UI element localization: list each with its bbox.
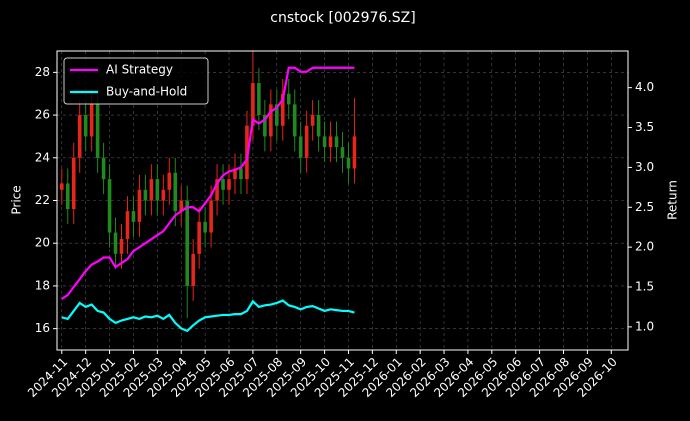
y2-axis-label: Return [666,180,680,220]
y2-tick-label: 3.0 [635,160,654,174]
y-tick-label: 20 [35,236,50,250]
candle-body [77,115,82,158]
candle-body [233,168,237,180]
y-tick-label: 16 [35,321,50,335]
candle-body [65,183,70,210]
candle-body [251,83,255,126]
candle-body [298,136,303,158]
y2-tick-label: 2.0 [635,240,654,254]
y-tick-label: 28 [35,65,50,79]
candle-body [137,189,142,222]
candle-body [334,136,339,148]
line-series [61,299,355,333]
candle-body [292,104,297,137]
candle-body [227,179,231,190]
candle-body [125,211,130,239]
candle-body [71,157,76,210]
candle-body [95,104,100,158]
y2-tick-label: 1.0 [635,319,654,333]
y2-tick-label: 4.0 [635,80,654,94]
candle-body [263,115,267,137]
candle-body [161,189,166,201]
candle-body [316,115,321,137]
candle-body [352,136,357,169]
candle-body [89,104,94,137]
candle-body [107,179,112,233]
y2-tick-label: 3.5 [635,120,654,134]
y2-tick-label: 2.5 [635,200,654,214]
candle-body [203,221,207,233]
candle-body [143,189,148,201]
candle-body [280,93,285,126]
candle-body [239,168,243,180]
candle-body [310,115,315,126]
y-tick-label: 18 [35,278,50,292]
candle-body [197,221,201,254]
candle-body [221,179,225,190]
line-series [61,66,355,300]
candle-body [119,238,124,254]
candle-body [209,200,213,233]
candle-body [286,93,291,105]
y-tick-label: 22 [35,193,50,207]
candle-body [269,104,273,137]
candle-body [322,136,327,148]
y-axis-label: Price [10,185,24,214]
candle-body [275,104,279,126]
y-tick-label: 26 [35,108,50,122]
candle-body [346,157,351,169]
candle-body [257,83,261,116]
candle-body [173,172,178,212]
candle-body [113,232,118,254]
y-tick-label: 24 [35,150,50,164]
chart-title: cnstock [002976.SZ] [270,10,415,26]
plot-frame [56,50,629,351]
candle-body [215,179,219,201]
y2-tick-label: 1.5 [635,280,654,294]
candle-body [191,253,195,286]
candle-body [59,183,64,190]
candle-body [149,179,154,201]
legend-label: Buy-and-Hold [106,85,187,99]
candle-body [101,157,106,180]
candle-body [179,200,184,212]
legend-label: AI Strategy [106,63,173,77]
candle-body [167,172,172,190]
candle-body [185,200,189,286]
candle-body [340,147,345,158]
legend-box [63,57,209,105]
candle-body [304,125,309,158]
candle-body [83,115,88,137]
candle-body [155,179,160,201]
candle-body [328,136,333,148]
candle-body [131,211,136,222]
